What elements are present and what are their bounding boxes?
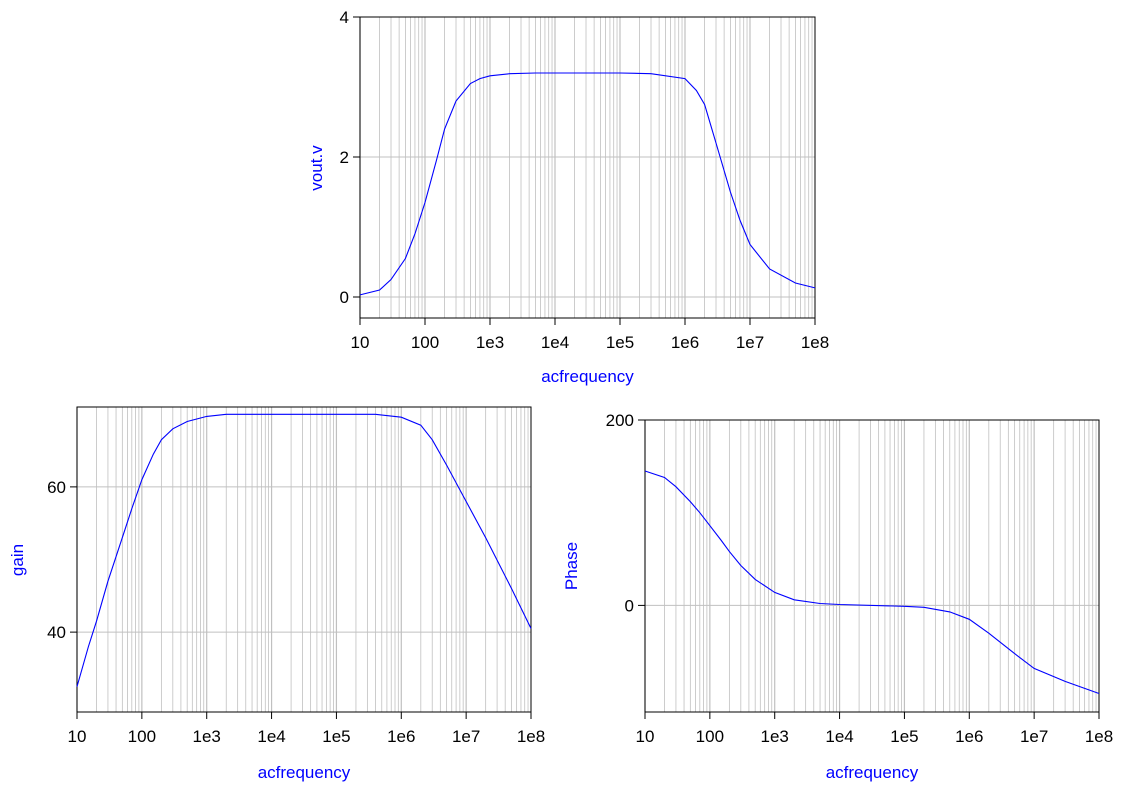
x-tick-label: 1e5 [322, 727, 350, 746]
x-axis-label: acfrequency [541, 367, 634, 386]
x-tick-label: 1e7 [452, 727, 480, 746]
x-tick-label: 1e3 [476, 333, 504, 352]
plot-frame [359, 16, 816, 319]
x-tick-label: 1e4 [825, 727, 853, 746]
x-tick-label: 1e6 [671, 333, 699, 352]
x-tick-label: 1e8 [1085, 727, 1113, 746]
x-tick-label: 1e7 [736, 333, 764, 352]
x-tick-label: 1e4 [541, 333, 569, 352]
grid [76, 407, 531, 712]
chart-vout: 10 100 1e3 1e4 1e5 1e6 1e7 1e8 0 2 4 acfrequency vou… [307, 8, 829, 386]
y-tick-label: 0 [340, 288, 349, 307]
grid [644, 419, 1099, 712]
x-tick-label: 1e6 [387, 727, 415, 746]
y-axis-label: Phase [562, 542, 581, 590]
x-tick-label: 100 [411, 333, 439, 352]
x-tick-label: 1e5 [606, 333, 634, 352]
grid [359, 16, 815, 318]
plot-frame [644, 419, 1100, 713]
series-line-gain [76, 413, 532, 687]
x-tick-label: 1e3 [193, 727, 221, 746]
x-tick-label: 1e8 [517, 727, 545, 746]
x-tick-label: 10 [636, 727, 655, 746]
x-tick-label: 1e5 [890, 727, 918, 746]
y-axis-label: vout.v [307, 145, 326, 191]
y-axis-label: gain [8, 544, 27, 576]
x-tick-label: 1e4 [257, 727, 285, 746]
plot-frame [76, 406, 532, 713]
y-tick-label: 60 [47, 478, 66, 497]
x-tick-label: 1e7 [1020, 727, 1048, 746]
x-tick-label: 100 [696, 727, 724, 746]
x-tick-label: 10 [351, 333, 370, 352]
y-tick-label: 40 [47, 623, 66, 642]
x-axis-label: acfrequency [258, 763, 351, 782]
y-tick-label: 0 [625, 596, 634, 615]
series-line-phase [644, 470, 1100, 695]
chart-gain: 10 100 1e3 1e4 1e5 1e6 1e7 1e8 40 60 acfrequency ga… [8, 406, 545, 782]
chart-phase: 10 100 1e3 1e4 1e5 1e6 1e7 1e8 0 200 acfrequency Ph… [562, 411, 1113, 782]
y-tick-label: 2 [340, 148, 349, 167]
y-tick-label: 4 [340, 8, 349, 27]
x-tick-label: 1e6 [955, 727, 983, 746]
x-tick-label: 10 [68, 727, 87, 746]
x-tick-label: 100 [128, 727, 156, 746]
x-axis-label: acfrequency [826, 763, 919, 782]
x-tick-label: 1e3 [761, 727, 789, 746]
y-tick-label: 200 [606, 411, 634, 430]
x-tick-label: 1e8 [801, 333, 829, 352]
series-line-vout [359, 72, 816, 296]
